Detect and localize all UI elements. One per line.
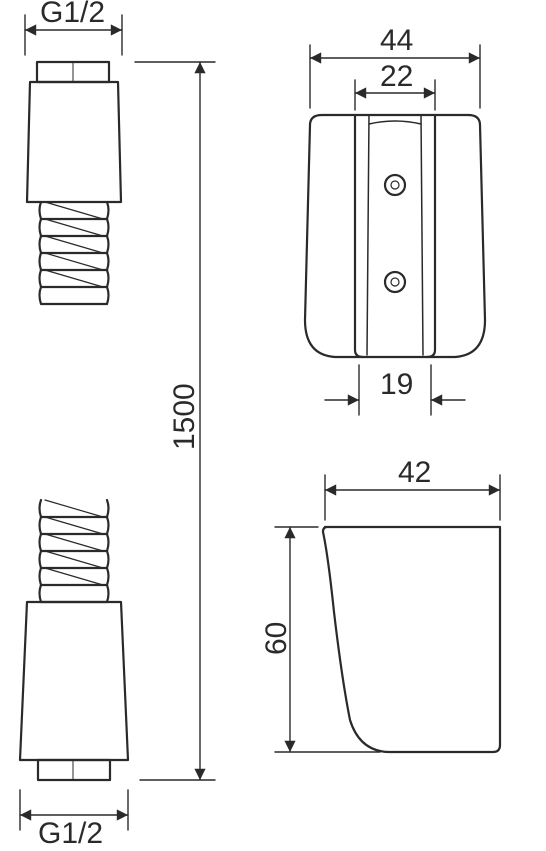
hose-top-coils — [40, 202, 109, 304]
dim-label-19: 19 — [380, 368, 413, 402]
technical-drawing-canvas: G1/2 G1/2 1500 44 22 19 42 60 — [0, 0, 546, 851]
dim-label-22: 22 — [380, 60, 413, 94]
dim-label-1500: 1500 — [168, 383, 202, 450]
dim-label-44: 44 — [380, 24, 413, 58]
hose-bottom-coils — [40, 500, 109, 602]
holder-front-view — [305, 115, 485, 357]
hose-top-connector — [27, 62, 121, 202]
holder-side-view — [323, 527, 500, 752]
drawing-svg — [0, 0, 546, 851]
hose-bottom-connector — [20, 602, 128, 780]
dim-label-g12-top: G1/2 — [40, 0, 105, 30]
dim-label-60: 60 — [260, 622, 294, 655]
dim-label-42: 42 — [398, 456, 431, 490]
dim-label-g12-bottom: G1/2 — [38, 817, 103, 851]
